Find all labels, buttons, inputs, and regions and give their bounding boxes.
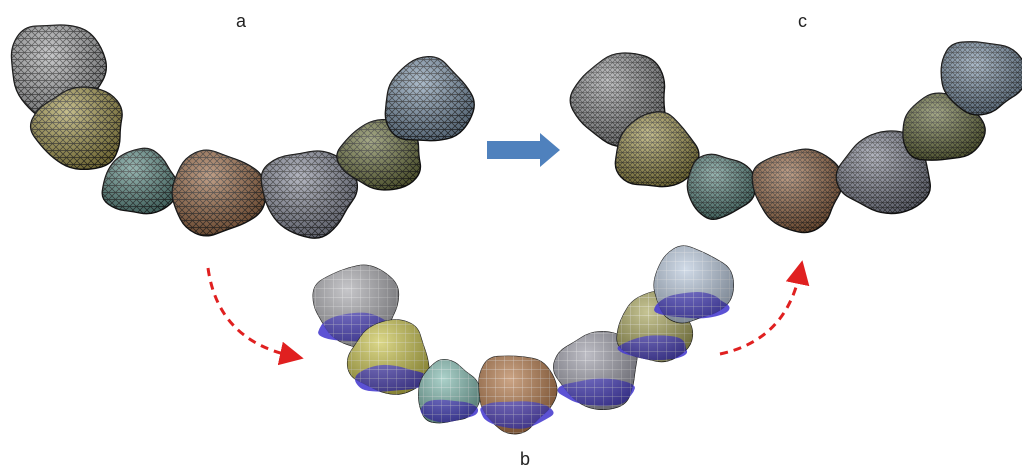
panel-b-teeth (313, 246, 734, 434)
panel-c-teeth (570, 42, 1022, 233)
tooth-b-4 (479, 356, 558, 434)
panel-label-c: c (798, 12, 807, 30)
tooth-a-7 (385, 57, 474, 141)
curved-arrow-left-icon (208, 268, 292, 356)
tooth-c-3 (687, 154, 755, 219)
tooth-a-4 (172, 150, 266, 236)
panel-a-teeth (11, 25, 474, 238)
panel-label-a: a (236, 12, 246, 30)
right-arrow-icon (487, 133, 560, 167)
tooth-b-7 (654, 246, 734, 323)
panel-label-b: b (520, 450, 530, 468)
tooth-c-4 (752, 149, 842, 232)
